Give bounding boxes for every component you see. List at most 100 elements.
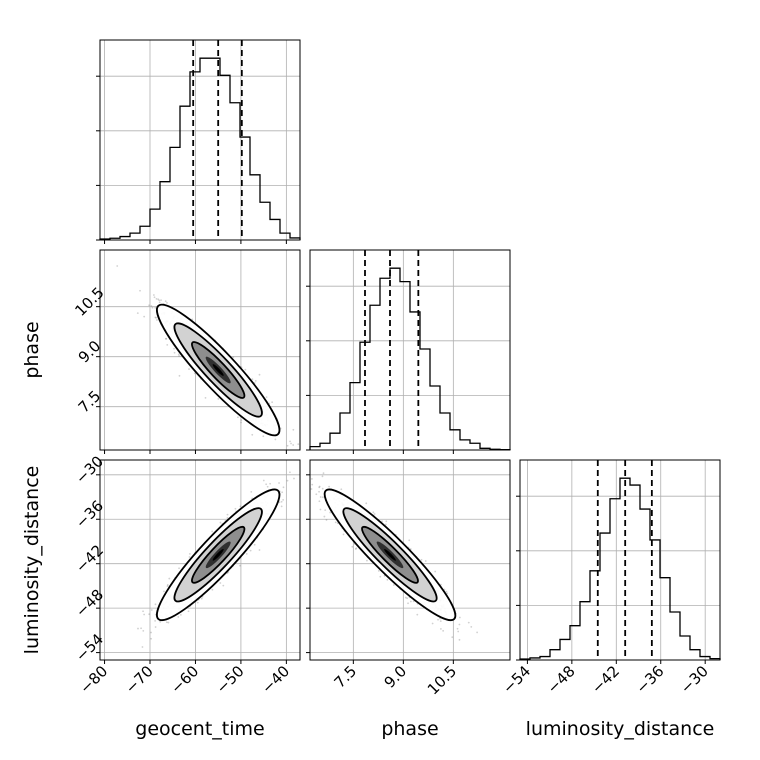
y-tick-label: −30 (72, 452, 107, 487)
sample-point (307, 475, 309, 477)
hist-panel-phase (306, 249, 511, 454)
x-tick-label: −54 (499, 662, 534, 697)
sample-point (412, 600, 415, 603)
sample-point (154, 316, 157, 319)
sample-point (157, 298, 160, 301)
sample-point (322, 472, 325, 475)
sample-point (439, 617, 441, 620)
sample-point (177, 616, 180, 618)
sample-point (324, 509, 327, 512)
sample-point (222, 584, 225, 587)
sample-point (281, 491, 284, 494)
sample-point (458, 616, 461, 619)
sample-point (446, 592, 449, 595)
sample-point (140, 627, 142, 630)
sample-point (150, 304, 153, 307)
sample-point (164, 300, 167, 303)
sample-point (278, 501, 281, 504)
sample-point (155, 319, 158, 321)
sample-point (269, 482, 272, 485)
sample-point (366, 559, 368, 562)
sample-point (274, 438, 277, 441)
sample-point (188, 556, 191, 558)
sample-point (250, 490, 253, 493)
histogram-steps (519, 477, 721, 660)
sample-point (457, 630, 460, 633)
sample-point (355, 547, 358, 550)
sample-point (204, 396, 207, 399)
sample-point (258, 549, 261, 551)
sample-point (365, 502, 368, 505)
x-tick-label: 10.5 (424, 662, 460, 698)
sample-point (323, 515, 326, 518)
sample-point (458, 638, 461, 641)
sample-point (445, 590, 448, 593)
sample-point (196, 601, 199, 604)
sample-point (245, 552, 248, 555)
sample-point (155, 316, 158, 319)
sample-point (289, 471, 291, 474)
sample-point (458, 623, 461, 626)
sample-point (377, 570, 380, 572)
panels-layer: −54 −48 −42 −36 −307.59.010.5−80 −70 −60 −50 −40… (71, 39, 721, 698)
sample-point (342, 533, 345, 536)
x-tick-label: −80 (76, 662, 111, 697)
sample-point (178, 374, 181, 377)
panel-frame (309, 249, 511, 451)
sample-point (226, 517, 229, 519)
sample-point (286, 444, 289, 447)
sample-point (142, 629, 145, 632)
sample-point (139, 289, 141, 292)
sample-point (321, 487, 324, 490)
x-tick-label: −50 (213, 662, 248, 697)
sample-point (442, 629, 445, 632)
x-tick-label: −48 (544, 662, 579, 697)
sample-point (211, 588, 214, 591)
sample-point (381, 520, 383, 523)
sample-point (293, 477, 295, 480)
sample-point (440, 628, 442, 630)
sample-point (318, 500, 321, 503)
sample-point (154, 626, 157, 628)
ylabel-phase: phase (21, 321, 43, 378)
sample-point (383, 575, 386, 577)
sample-point (315, 493, 318, 496)
sample-point (384, 523, 387, 526)
histogram-steps (309, 267, 511, 451)
sample-point (178, 567, 180, 570)
sample-point (404, 596, 407, 599)
sample-point (325, 519, 328, 521)
sample-point (237, 416, 239, 419)
x-tick-label: −60 (167, 662, 202, 697)
sample-point (154, 306, 157, 309)
sample-point (251, 378, 254, 381)
sample-point (254, 379, 257, 382)
xlabel-luminosity-distance: luminosity_distance (526, 718, 715, 740)
sample-point (310, 478, 313, 480)
sample-point (239, 564, 241, 567)
sample-point (310, 488, 313, 490)
sample-point (467, 621, 470, 624)
sample-point (416, 613, 419, 616)
sample-point (165, 621, 168, 624)
joint-panel-luminosity-distance-vs-phase: 7.5 9.0 10.5 (306, 459, 511, 698)
sample-point (211, 530, 214, 533)
sample-point (318, 490, 320, 493)
sample-point (142, 610, 144, 613)
x-tick-label: 7.5 (331, 662, 361, 692)
sample-point (155, 297, 158, 300)
sample-point (151, 306, 154, 309)
sample-point (340, 488, 343, 491)
sample-point (143, 613, 146, 616)
sample-point (258, 373, 261, 376)
sample-point (154, 619, 157, 622)
sample-point (373, 513, 376, 515)
sample-point (318, 485, 321, 488)
sample-point (328, 485, 331, 488)
sample-point (321, 496, 324, 499)
sample-point (193, 372, 196, 375)
sample-point (116, 265, 119, 267)
sample-point (219, 582, 222, 584)
panel-frame (309, 459, 511, 661)
